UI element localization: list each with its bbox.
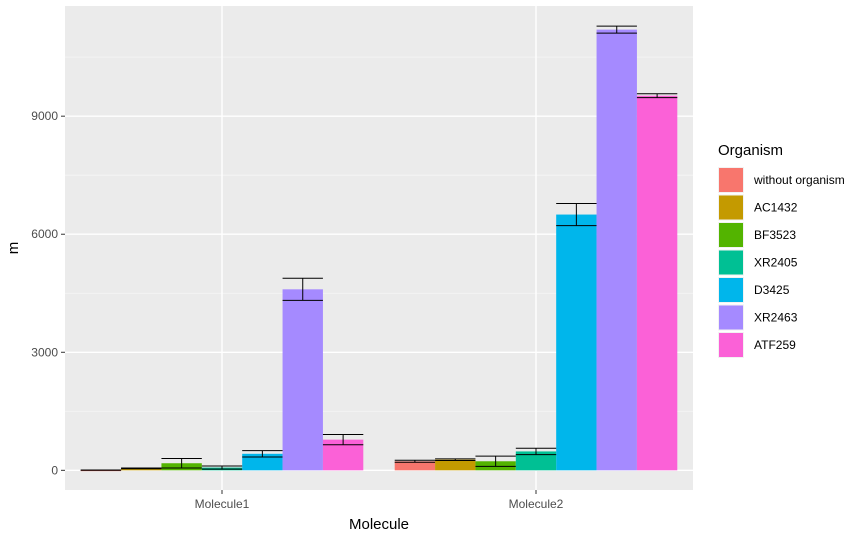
legend-title: Organism xyxy=(718,142,783,159)
legend-swatch xyxy=(719,333,743,357)
y-tick-label: 6000 xyxy=(31,227,58,241)
bar xyxy=(636,95,678,471)
y-axis-title: m xyxy=(5,242,22,255)
legend-swatch xyxy=(719,305,743,330)
bar xyxy=(556,214,597,471)
legend-label: D3425 xyxy=(754,283,790,297)
bar xyxy=(121,468,162,471)
legend-label: AC1432 xyxy=(754,201,798,215)
bar xyxy=(596,29,637,471)
y-tick-label: 0 xyxy=(51,463,58,477)
legend-swatch xyxy=(719,168,743,192)
x-tick-label: Molecule1 xyxy=(195,497,250,511)
y-tick-label: 3000 xyxy=(31,345,58,359)
legend-label: XR2463 xyxy=(754,311,798,325)
bar xyxy=(515,451,557,471)
bars xyxy=(80,29,678,472)
x-tick-label: Molecule2 xyxy=(509,497,564,511)
x-axis: Molecule1 Molecule2 xyxy=(195,490,564,511)
legend: Organism without organism AC1432 BF3523 XR2… xyxy=(718,142,845,358)
bar xyxy=(242,453,283,471)
legend-label: BF3523 xyxy=(754,228,796,242)
legend-label: ATF259 xyxy=(754,338,796,352)
bar xyxy=(282,289,323,471)
legend-swatch xyxy=(719,250,743,275)
bar xyxy=(435,459,476,471)
legend-label: XR2405 xyxy=(754,256,798,270)
y-tick-label: 9000 xyxy=(31,109,58,123)
legend-label: without organism xyxy=(753,173,845,187)
error-bars xyxy=(80,25,678,471)
bar xyxy=(394,461,436,471)
x-axis-title: Molecule xyxy=(349,516,409,533)
legend-swatch xyxy=(719,195,743,220)
legend-swatch xyxy=(719,278,743,302)
y-axis: 0 3000 6000 9000 xyxy=(31,109,65,477)
legend-swatch xyxy=(719,223,743,247)
